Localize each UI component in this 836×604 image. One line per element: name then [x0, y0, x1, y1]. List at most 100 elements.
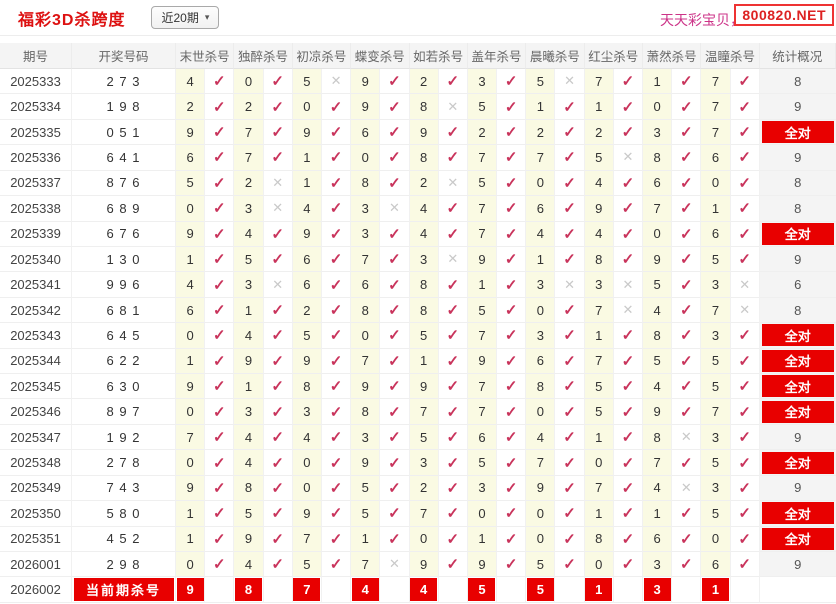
kill-number-cell: 7	[584, 297, 614, 324]
kill-mark-cell: ✓	[205, 119, 235, 146]
cross-icon: ✕	[272, 200, 284, 216]
cross-icon: ✕	[739, 276, 751, 292]
check-icon: ✓	[329, 505, 343, 523]
check-icon: ✓	[271, 378, 284, 396]
kill-number-cell: 6	[176, 145, 206, 171]
check-icon: ✓	[679, 378, 693, 396]
kill-mark-cell: ✓	[205, 94, 235, 120]
kill-mark-cell: ✓	[730, 501, 760, 527]
draw-cell: 1 3 0	[72, 246, 176, 273]
draw-cell: 1 9 2	[72, 424, 176, 451]
kill-mark-cell: ✓	[321, 526, 352, 553]
promo-text: 天天彩宝贝，天	[660, 12, 758, 28]
kill-number-cell: 4	[234, 552, 264, 578]
check-icon: ✓	[738, 352, 751, 370]
kill-number-cell: 0	[526, 526, 556, 553]
period-cell: 2025338	[0, 196, 72, 222]
kill-number-cell: 6	[176, 297, 206, 324]
kill-mark-cell: ✓	[380, 501, 410, 527]
kill-mark-cell: ✓	[438, 526, 468, 553]
kill-mark-cell: ✓	[497, 272, 527, 298]
check-icon: ✓	[504, 149, 518, 167]
check-icon: ✓	[388, 479, 401, 497]
check-icon: ✓	[504, 124, 518, 142]
kill-mark-cell: ✓	[613, 348, 643, 375]
check-icon: ✓	[679, 174, 693, 192]
column-header-0: 期号	[0, 43, 72, 69]
kill-mark-cell: ✓	[730, 552, 760, 578]
draw-cell: 2 7 3	[72, 69, 176, 95]
kill-number-cell: 8	[643, 323, 673, 349]
kill-mark-cell: ✓	[321, 170, 352, 197]
kill-mark-cell: ✓	[497, 348, 527, 375]
check-icon: ✓	[679, 251, 693, 269]
draw-cell: 2 9 8	[72, 552, 176, 578]
kill-number-cell: 7	[701, 297, 731, 324]
check-icon: ✓	[504, 352, 518, 370]
check-icon: ✓	[212, 73, 226, 91]
period-cell: 2025350	[0, 501, 72, 527]
kill-mark-cell: ✕	[321, 69, 352, 95]
kill-mark-cell: ✓	[321, 424, 352, 451]
summary-cell: 9	[759, 246, 836, 273]
kill-mark-cell: ✓	[321, 501, 352, 527]
check-icon: ✓	[738, 200, 751, 218]
kill-mark-cell: ✕	[730, 297, 760, 324]
kill-mark-cell: ✓	[672, 526, 702, 553]
check-icon: ✓	[738, 556, 751, 574]
kill-number-cell: 2	[176, 94, 206, 120]
check-icon: ✓	[446, 479, 460, 497]
check-icon: ✓	[504, 378, 518, 396]
check-icon: ✓	[563, 403, 576, 421]
kill-number-cell: 7	[584, 348, 614, 375]
kill-number-cell: 6	[292, 272, 322, 298]
kill-number-cell: 7	[643, 450, 673, 476]
kill-mark-cell: ✓	[321, 196, 352, 222]
kill-number-cell: 8	[292, 374, 322, 400]
kill-mark-cell: ✓	[205, 424, 235, 451]
check-icon: ✓	[388, 174, 401, 192]
kill-mark-cell: ✓	[613, 374, 643, 400]
kill-mark-cell: ✓	[672, 399, 702, 425]
summary-cell: 全对	[759, 450, 836, 476]
kill-number-cell: 7	[467, 221, 498, 247]
check-icon: ✓	[563, 200, 576, 218]
kill-mark-cell: ✓	[672, 196, 702, 222]
period-cell: 2025344	[0, 348, 72, 375]
kill-mark-cell: ✓	[613, 424, 643, 451]
kill-number-cell: 6	[351, 272, 381, 298]
check-icon: ✓	[271, 327, 284, 345]
check-icon: ✓	[621, 225, 635, 243]
check-icon: ✓	[504, 251, 518, 269]
check-icon: ✓	[563, 479, 576, 497]
range-select[interactable]: 近20期 ▾	[151, 6, 220, 29]
check-icon: ✓	[504, 556, 518, 574]
kill-number-cell: 3	[701, 475, 731, 502]
kill-mark-cell: ✓	[380, 450, 410, 476]
check-icon: ✓	[738, 225, 751, 243]
check-icon: ✓	[504, 276, 518, 294]
cross-icon: ✕	[447, 174, 459, 190]
period-cell: 2025337	[0, 170, 72, 197]
kill-mark-cell: ✓	[205, 501, 235, 527]
kill-number-cell: 9	[234, 348, 264, 375]
cross-icon: ✕	[564, 73, 575, 89]
kill-mark-cell: ✓	[613, 475, 643, 502]
kill-mark-cell: ✓	[380, 424, 410, 451]
kill-number-cell: 5	[351, 475, 381, 502]
check-icon: ✓	[329, 174, 343, 192]
summary-cell: 全对	[759, 323, 836, 349]
kill-mark-cell	[730, 577, 760, 603]
kill-number-cell: 2	[234, 94, 264, 120]
kill-number-cell: 9	[292, 501, 322, 527]
check-icon: ✓	[212, 327, 226, 345]
kill-number-cell: 9	[176, 577, 206, 603]
check-icon: ✓	[388, 429, 401, 447]
check-icon: ✓	[563, 378, 576, 396]
kill-number-cell: 0	[526, 170, 556, 197]
kill-mark-cell: ✓	[263, 501, 293, 527]
kill-number-cell: 1	[526, 94, 556, 120]
check-icon: ✓	[738, 174, 751, 192]
kill-number-cell: 0	[701, 526, 731, 553]
kill-number-cell: 6	[467, 424, 498, 451]
